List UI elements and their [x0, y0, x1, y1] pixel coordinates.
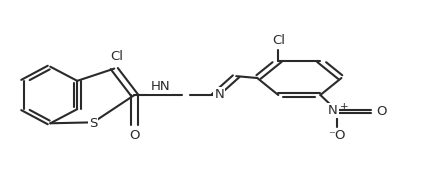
Text: S: S	[89, 117, 97, 130]
Text: ⁻O: ⁻O	[328, 129, 346, 142]
Text: Cl: Cl	[272, 34, 285, 47]
Text: O: O	[376, 105, 387, 118]
Text: N: N	[214, 88, 224, 101]
Text: O: O	[129, 129, 140, 142]
Text: HN: HN	[150, 80, 170, 93]
Text: Cl: Cl	[110, 50, 123, 63]
Text: +: +	[341, 102, 349, 112]
Text: N: N	[328, 104, 338, 117]
